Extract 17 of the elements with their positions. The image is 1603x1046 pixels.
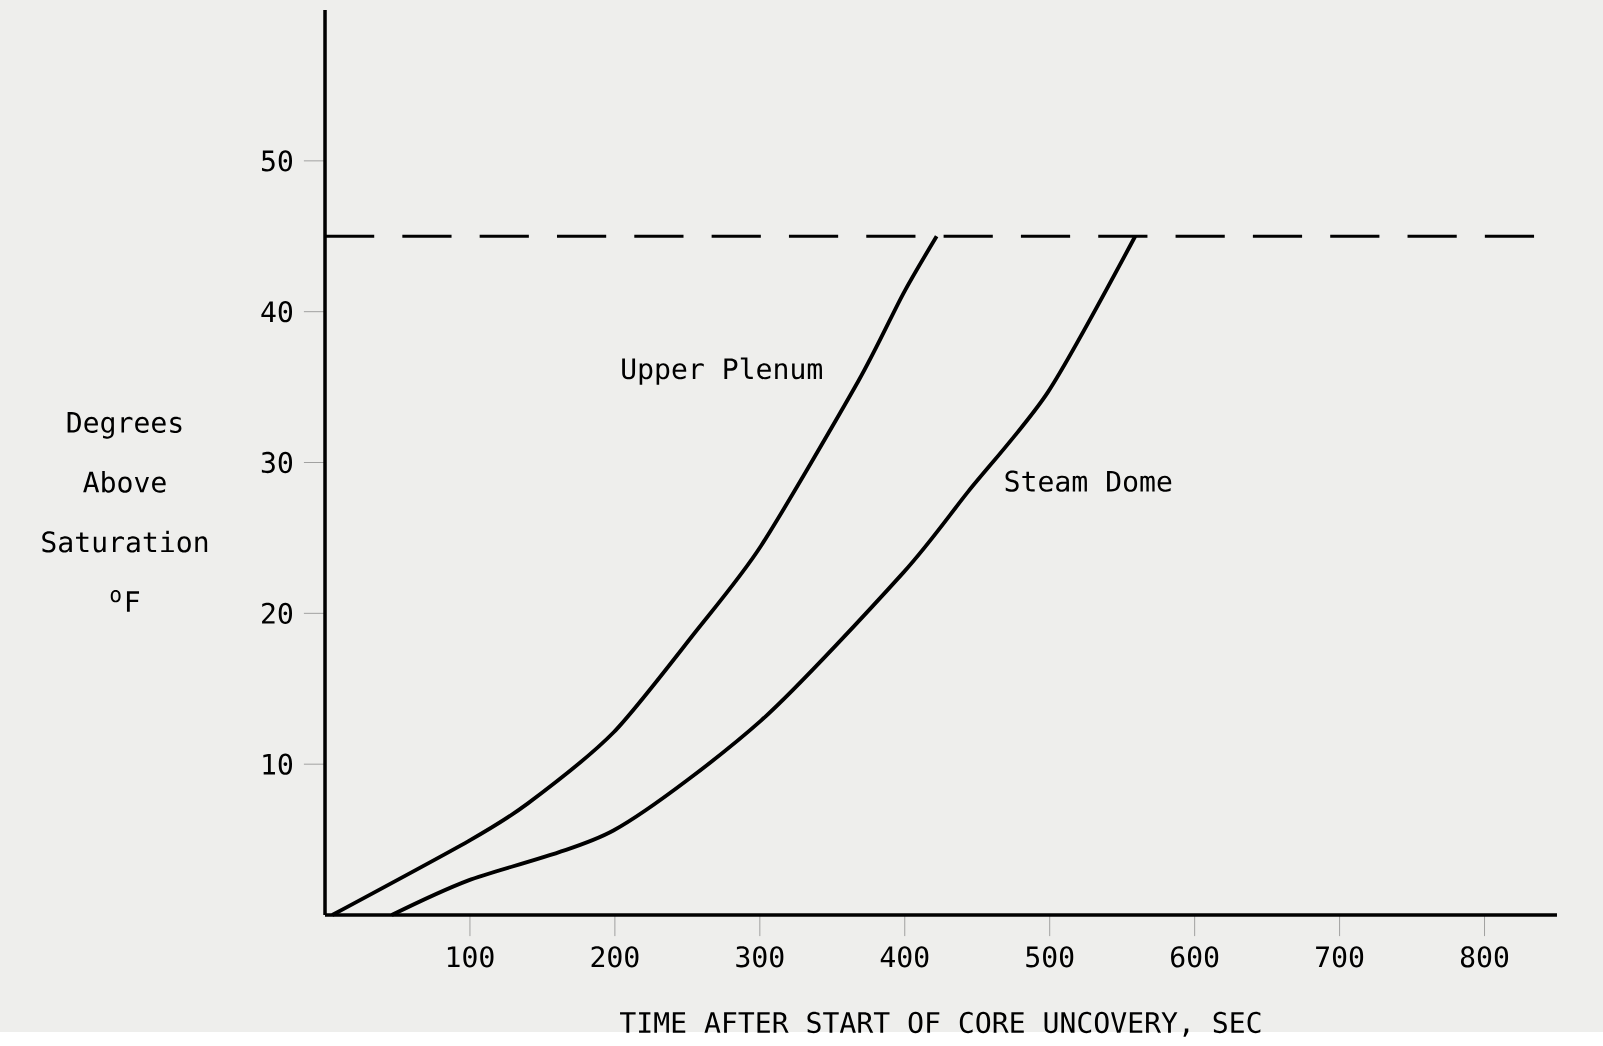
series-label: Upper Plenum — [622, 357, 822, 385]
x-tick-label: 300 — [736, 946, 784, 968]
y-tick-label: 30 — [261, 451, 293, 474]
y-tick-label: 50 — [261, 150, 293, 172]
x-tick-label: 700 — [1316, 946, 1364, 968]
y-tick-label: 20 — [262, 602, 293, 624]
y-tick-label: 10 — [263, 753, 293, 775]
x-tick-label: 100 — [447, 946, 494, 968]
x-tick-label: 500 — [1026, 946, 1074, 968]
text: Degrees Above Saturation $^{o}$F — [42, 412, 208, 612]
y-tick-label: 40 — [261, 300, 293, 323]
x-axis-title: TIME AFTER START OF CORE UNCOVERY, SEC — [620, 1011, 1261, 1037]
x-tick-label: 200 — [591, 946, 639, 968]
x-tick-label: 800 — [1460, 946, 1509, 968]
x-tick-label: 600 — [1171, 946, 1219, 968]
series-label: Steam Dome — [1005, 470, 1172, 492]
x-tick-label: 400 — [880, 946, 929, 968]
